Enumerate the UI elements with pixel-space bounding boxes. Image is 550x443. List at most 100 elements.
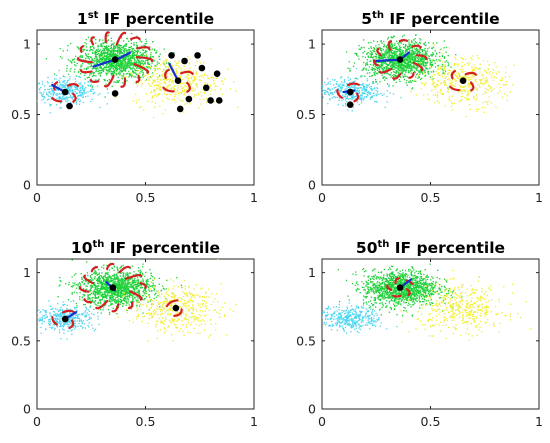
- data-point: [499, 79, 502, 81]
- data-point: [478, 68, 480, 70]
- data-point: [161, 71, 164, 73]
- data-point: [460, 99, 462, 102]
- data-point: [58, 86, 60, 89]
- data-point: [455, 58, 457, 60]
- data-point: [332, 92, 334, 94]
- data-point: [80, 82, 82, 84]
- data-point: [401, 55, 403, 57]
- center-marker: [198, 64, 206, 72]
- data-point: [374, 71, 376, 73]
- data-point: [163, 77, 165, 79]
- data-point: [123, 62, 125, 64]
- data-point: [327, 87, 329, 89]
- data-point: [378, 72, 380, 74]
- data-point: [87, 53, 90, 55]
- data-point: [350, 85, 353, 88]
- data-point: [138, 285, 140, 287]
- data-point: [118, 64, 120, 66]
- data-point: [67, 88, 69, 90]
- data-point: [105, 68, 107, 71]
- data-point: [179, 83, 181, 85]
- data-point: [331, 79, 334, 81]
- data-point: [99, 39, 101, 41]
- data-point: [433, 77, 435, 80]
- data-point: [136, 69, 138, 72]
- data-point: [75, 55, 77, 57]
- data-point: [344, 96, 346, 98]
- data-point: [444, 64, 446, 66]
- data-point: [459, 84, 461, 87]
- data-point: [138, 67, 140, 69]
- data-point: [462, 90, 464, 92]
- data-point: [74, 316, 77, 319]
- data-point: [197, 92, 199, 94]
- data-point: [210, 93, 212, 95]
- data-point: [120, 54, 122, 57]
- data-point: [76, 92, 79, 94]
- data-point: [129, 54, 131, 56]
- data-point: [419, 52, 421, 54]
- data-point: [151, 286, 153, 288]
- data-point: [99, 56, 101, 59]
- data-point: [55, 315, 57, 317]
- data-point: [432, 46, 435, 48]
- data-point: [362, 97, 364, 100]
- data-point: [505, 66, 507, 68]
- data-point: [105, 55, 107, 57]
- data-point: [81, 86, 83, 88]
- data-point: [106, 69, 108, 71]
- data-point: [87, 324, 89, 326]
- data-point: [88, 316, 91, 318]
- data-point: [130, 74, 132, 76]
- data-point: [373, 71, 375, 74]
- data-point: [21, 89, 22, 90]
- spread-arc: [90, 36, 95, 46]
- data-point: [77, 314, 79, 316]
- data-point: [151, 96, 153, 98]
- data-point: [145, 50, 147, 53]
- data-point: [54, 327, 56, 329]
- data-point: [49, 324, 51, 326]
- data-point: [98, 51, 100, 53]
- data-point: [60, 86, 62, 88]
- data-point: [61, 98, 64, 101]
- data-point: [366, 61, 368, 64]
- data-point: [400, 66, 403, 68]
- data-point: [85, 54, 87, 56]
- data-point: [398, 62, 400, 65]
- data-point: [91, 90, 93, 93]
- data-point: [415, 34, 417, 36]
- data-point: [346, 83, 348, 85]
- data-point: [369, 75, 371, 78]
- data-point: [87, 66, 89, 68]
- data-point: [127, 290, 129, 292]
- data-point: [126, 80, 128, 82]
- data-point: [464, 85, 466, 87]
- data-point: [424, 53, 426, 56]
- data-point: [103, 45, 105, 48]
- data-point: [428, 55, 430, 58]
- data-point: [475, 67, 478, 69]
- data-point: [125, 44, 127, 46]
- data-point: [76, 62, 78, 65]
- data-point: [420, 61, 423, 64]
- data-point: [103, 301, 105, 303]
- data-point: [404, 51, 406, 53]
- data-point: [124, 59, 126, 61]
- data-point: [394, 75, 396, 77]
- data-point: [140, 53, 142, 55]
- data-point: [109, 54, 111, 56]
- data-point: [404, 64, 406, 67]
- data-point: [409, 55, 411, 57]
- data-point: [383, 76, 385, 78]
- data-point: [431, 55, 433, 57]
- data-point: [140, 106, 142, 108]
- data-point: [92, 68, 94, 70]
- data-point: [130, 42, 132, 45]
- data-point: [99, 74, 101, 76]
- data-point: [427, 93, 429, 96]
- data-point: [119, 59, 122, 62]
- data-point: [48, 321, 51, 323]
- data-point: [505, 83, 507, 86]
- data-point: [141, 41, 143, 43]
